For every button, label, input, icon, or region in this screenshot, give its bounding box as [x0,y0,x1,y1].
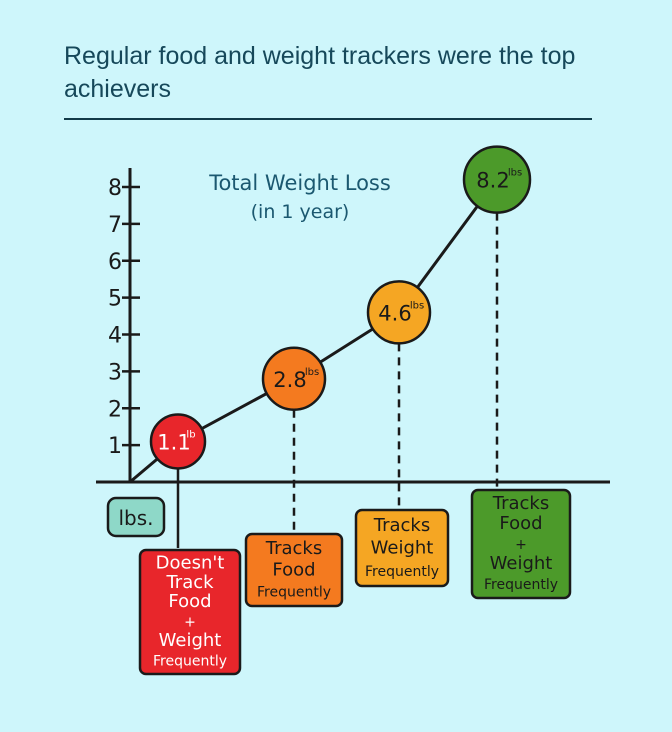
data-point-marker [149,413,207,470]
drop-lines [176,212,499,548]
y-tick-label: 6 [108,250,122,275]
chart-subtitle: (in 1 year) [251,201,350,223]
category-label-line: Frequently [484,577,558,593]
category-label-line: Doesn't [156,552,225,573]
data-label-unit: lbs [508,168,522,179]
data-label: 8.2 [476,169,509,193]
chart-title-group: Total Weight Loss (in 1 year) [208,171,391,223]
category-label-line: Tracks [492,493,549,514]
y-tick-label: 8 [108,176,122,201]
category-label-line: + [184,615,196,631]
y-axis-ticks: 1 2 3 4 5 6 7 8 [108,176,140,459]
category-card-box [470,488,572,600]
y-tick-label: 3 [108,360,122,385]
data-point-marker [366,280,432,345]
y-tick-label: 7 [108,213,122,238]
category-label-line: Food [499,513,542,534]
y-unit-label: lbs. [118,506,153,530]
category-label-line: Frequently [153,653,227,669]
category-label-line: Weight [159,630,222,651]
category-label-line: Tracks [373,515,430,536]
y-tick-label: 5 [108,287,122,312]
data-label: 1.1 [157,430,190,454]
category-label-line: Frequently [365,564,439,580]
chart-axes [96,168,610,484]
data-point-marker [261,346,327,411]
category-label-line: Weight [371,538,434,559]
y-tick-label: 2 [108,397,122,422]
chart-title: Total Weight Loss [208,171,391,195]
category-label-line: Food [272,559,315,580]
category-label-line: Frequently [257,584,331,600]
category-card-box [354,508,450,588]
category-cards: Doesn'tTrackFood+WeightFrequentlyTracksF… [138,488,572,676]
data-label-unit: lbs [410,300,424,311]
data-label-unit: lb [186,429,195,440]
category-card-box [244,532,344,608]
category-label-line: Track [165,572,214,593]
data-label: 4.6 [378,301,411,325]
category-label-line: + [515,537,527,553]
category-label-line: Tracks [265,538,322,559]
title-divider [64,118,592,120]
data-label: 2.8 [273,368,306,392]
category-card-box [138,548,242,676]
y-unit-badge: lbs. [106,496,166,538]
header: Regular food and weight trackers were th… [64,40,594,106]
data-point: 1.1lb [149,413,207,470]
data-label-unit: lbs [305,367,319,378]
data-point-marker [462,145,532,214]
y-tick-label: 1 [108,434,122,459]
category-label-line: Food [168,591,211,612]
category-label-line: Weight [490,553,553,574]
y-tick-label: 4 [108,324,122,349]
page-title: Regular food and weight trackers were th… [64,42,576,103]
